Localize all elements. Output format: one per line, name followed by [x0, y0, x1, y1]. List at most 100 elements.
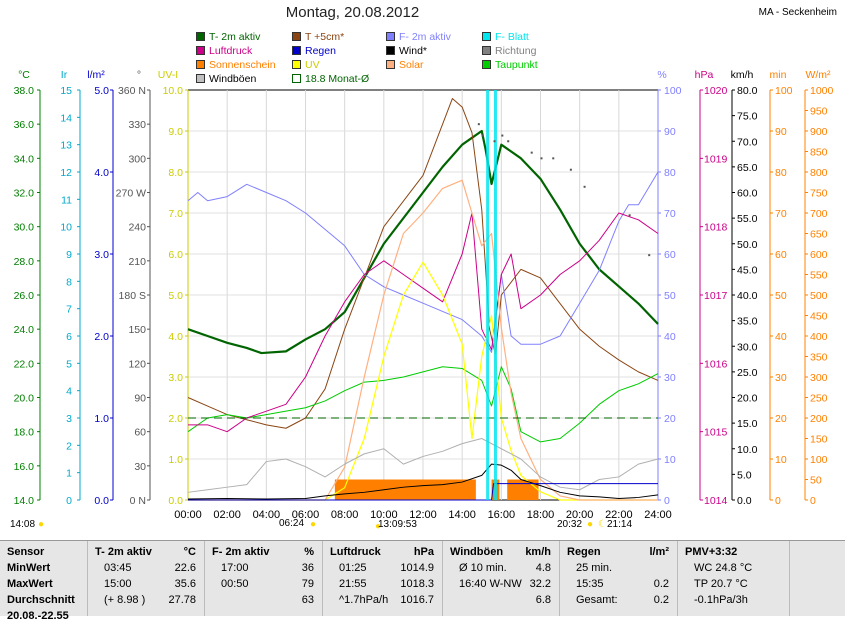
- stats-cell-label: 01:25: [339, 562, 367, 574]
- stats-cell-label: MaxWert: [7, 578, 53, 590]
- direction-point: [540, 157, 543, 160]
- solar-tick-label: 700: [810, 208, 828, 220]
- ir-tick-label: 4: [66, 386, 72, 398]
- temp-tick-label: 22.0: [14, 358, 35, 370]
- stats-header-unit: l/m²: [649, 546, 669, 558]
- civil-dusk: 21:14: [607, 519, 633, 530]
- legend-item: Regen: [292, 45, 336, 57]
- ir-tick-label: 1: [66, 468, 72, 480]
- stats-row: (+ 8.98 ) 27.78: [88, 593, 204, 607]
- stats-column: T- 2m aktiv °C 03:45 22.6 15:00 35.6 (+ 8.98 )…: [88, 541, 205, 616]
- wind-tick-label: 55.0: [737, 213, 758, 225]
- temp-tick-label: 32.0: [14, 188, 35, 200]
- stats-cell-label: ^1.7hPa/h: [339, 594, 389, 606]
- humid-tick-label: 60: [664, 249, 676, 261]
- stats-row: 21:55 1018.3: [323, 577, 442, 591]
- solar-tick-label: 0: [810, 495, 816, 507]
- min-tick-label: 90: [775, 126, 787, 138]
- stats-header-title: Windböen: [450, 546, 504, 558]
- temp-unit-label: °C: [18, 69, 30, 81]
- legend-item: Windböen: [196, 73, 256, 85]
- ir-tick-label: 14: [60, 112, 72, 124]
- min-tick-label: 100: [775, 85, 793, 97]
- press-unit-label: hPa: [695, 69, 714, 81]
- stats-cell-label: (+ 8.98 ): [104, 594, 146, 606]
- solar-noon: 13:09:53: [378, 519, 417, 530]
- uv-tick-label: 6.0: [168, 249, 183, 261]
- press-tick-label: 1019: [704, 153, 728, 165]
- ir-tick-label: 9: [66, 249, 72, 261]
- stats-header-title: Sensor: [7, 546, 45, 558]
- direction-point: [583, 185, 586, 188]
- direction-point: [493, 140, 496, 143]
- stats-cell-label: 25 min.: [576, 562, 613, 574]
- stats-row: [88, 609, 204, 623]
- direction-point: [628, 214, 631, 217]
- x-tick-label: 08:00: [331, 509, 359, 521]
- ir-tick-label: 8: [66, 276, 72, 288]
- station-name: MA - Seckenheim: [758, 7, 837, 18]
- legend-swatch: [196, 32, 205, 41]
- legend-item: F- Blatt: [482, 31, 529, 43]
- legend-label: Solar: [399, 59, 424, 71]
- series-line: [187, 463, 659, 500]
- legend-label: F- Blatt: [495, 31, 529, 43]
- series-line: [188, 483, 658, 501]
- legend-label: Regen: [305, 45, 336, 57]
- uv-tick-label: 10.0: [163, 85, 184, 97]
- min-tick-label: 70: [775, 208, 787, 220]
- ir-tick-label: 5: [66, 358, 72, 370]
- stats-row: 63: [205, 593, 322, 607]
- legend-item: 18.8 Monat-Ø: [292, 73, 369, 85]
- stats-row: 01:25 1014.9: [323, 561, 442, 575]
- x-tick-label: 20:00: [566, 509, 594, 521]
- x-tick-label: 10:00: [370, 509, 398, 521]
- legend-item: Taupunkt: [482, 59, 538, 71]
- ir-tick-label: 2: [66, 440, 72, 452]
- rain-tick-label: 0.0: [94, 495, 109, 507]
- min-tick-label: 60: [775, 249, 787, 261]
- stats-row: TP 20.7 °C: [678, 577, 789, 591]
- wind-tick-label: 10.0: [737, 444, 758, 456]
- sunrise-time: 06:24: [279, 518, 305, 529]
- legend-item: Solar: [386, 59, 424, 71]
- wind-tick-label: 45.0: [737, 264, 758, 276]
- stats-row: ^1.7hPa/h 1016.7: [323, 593, 442, 607]
- stats-row: 20.08.-22.55: [0, 609, 87, 623]
- legend-label: UV: [305, 59, 320, 71]
- dir-tick-label: 180 S: [119, 290, 146, 302]
- dir-tick-label: 90: [134, 393, 146, 405]
- solar-tick-label: 500: [810, 290, 828, 302]
- legend-swatch: [196, 60, 205, 69]
- solar-tick-label: 600: [810, 249, 828, 261]
- stats-cell-label: -0.1hPa/3h: [694, 594, 748, 606]
- dir-tick-label: 330: [128, 119, 146, 131]
- solar-tick-label: 550: [810, 270, 828, 282]
- stats-cell-label: MinWert: [7, 562, 51, 574]
- stats-cell-value: 22.6: [174, 562, 196, 574]
- wind-tick-label: 15.0: [737, 418, 758, 430]
- x-tick-label: 02:00: [213, 509, 241, 521]
- solar-tick-label: 800: [810, 167, 828, 179]
- humid-tick-label: 100: [664, 85, 682, 97]
- solar-tick-label: 1000: [810, 85, 834, 97]
- x-tick-label: 06:00: [292, 509, 320, 521]
- stats-column: Sensor MinWert MaxWert Durchschnitt 20.08.-2…: [0, 541, 88, 622]
- rain-tick-label: 3.0: [94, 249, 109, 261]
- stats-cell-value: 36: [301, 562, 314, 574]
- stats-column: F- 2m aktiv% 17:00 36 00:50 79 63: [205, 541, 323, 616]
- legend-item: T +5cm*: [292, 31, 344, 43]
- solar-unit-label: W/m²: [805, 69, 831, 81]
- stats-cell-label: 17:00: [221, 562, 249, 574]
- ir-tick-label: 7: [66, 304, 72, 316]
- humid-tick-label: 80: [664, 167, 676, 179]
- legend-swatch: [196, 74, 205, 83]
- wind-tick-label: 25.0: [737, 367, 758, 379]
- x-tick-label: 14:00: [448, 509, 476, 521]
- solar-tick-label: 950: [810, 106, 828, 118]
- rain-tick-label: 1.0: [94, 413, 109, 425]
- stats-cell-value: 32.2: [529, 578, 551, 590]
- temp-tick-label: 28.0: [14, 256, 35, 268]
- legend-item: Luftdruck: [196, 45, 252, 57]
- dir-tick-label: 270 W: [116, 188, 146, 200]
